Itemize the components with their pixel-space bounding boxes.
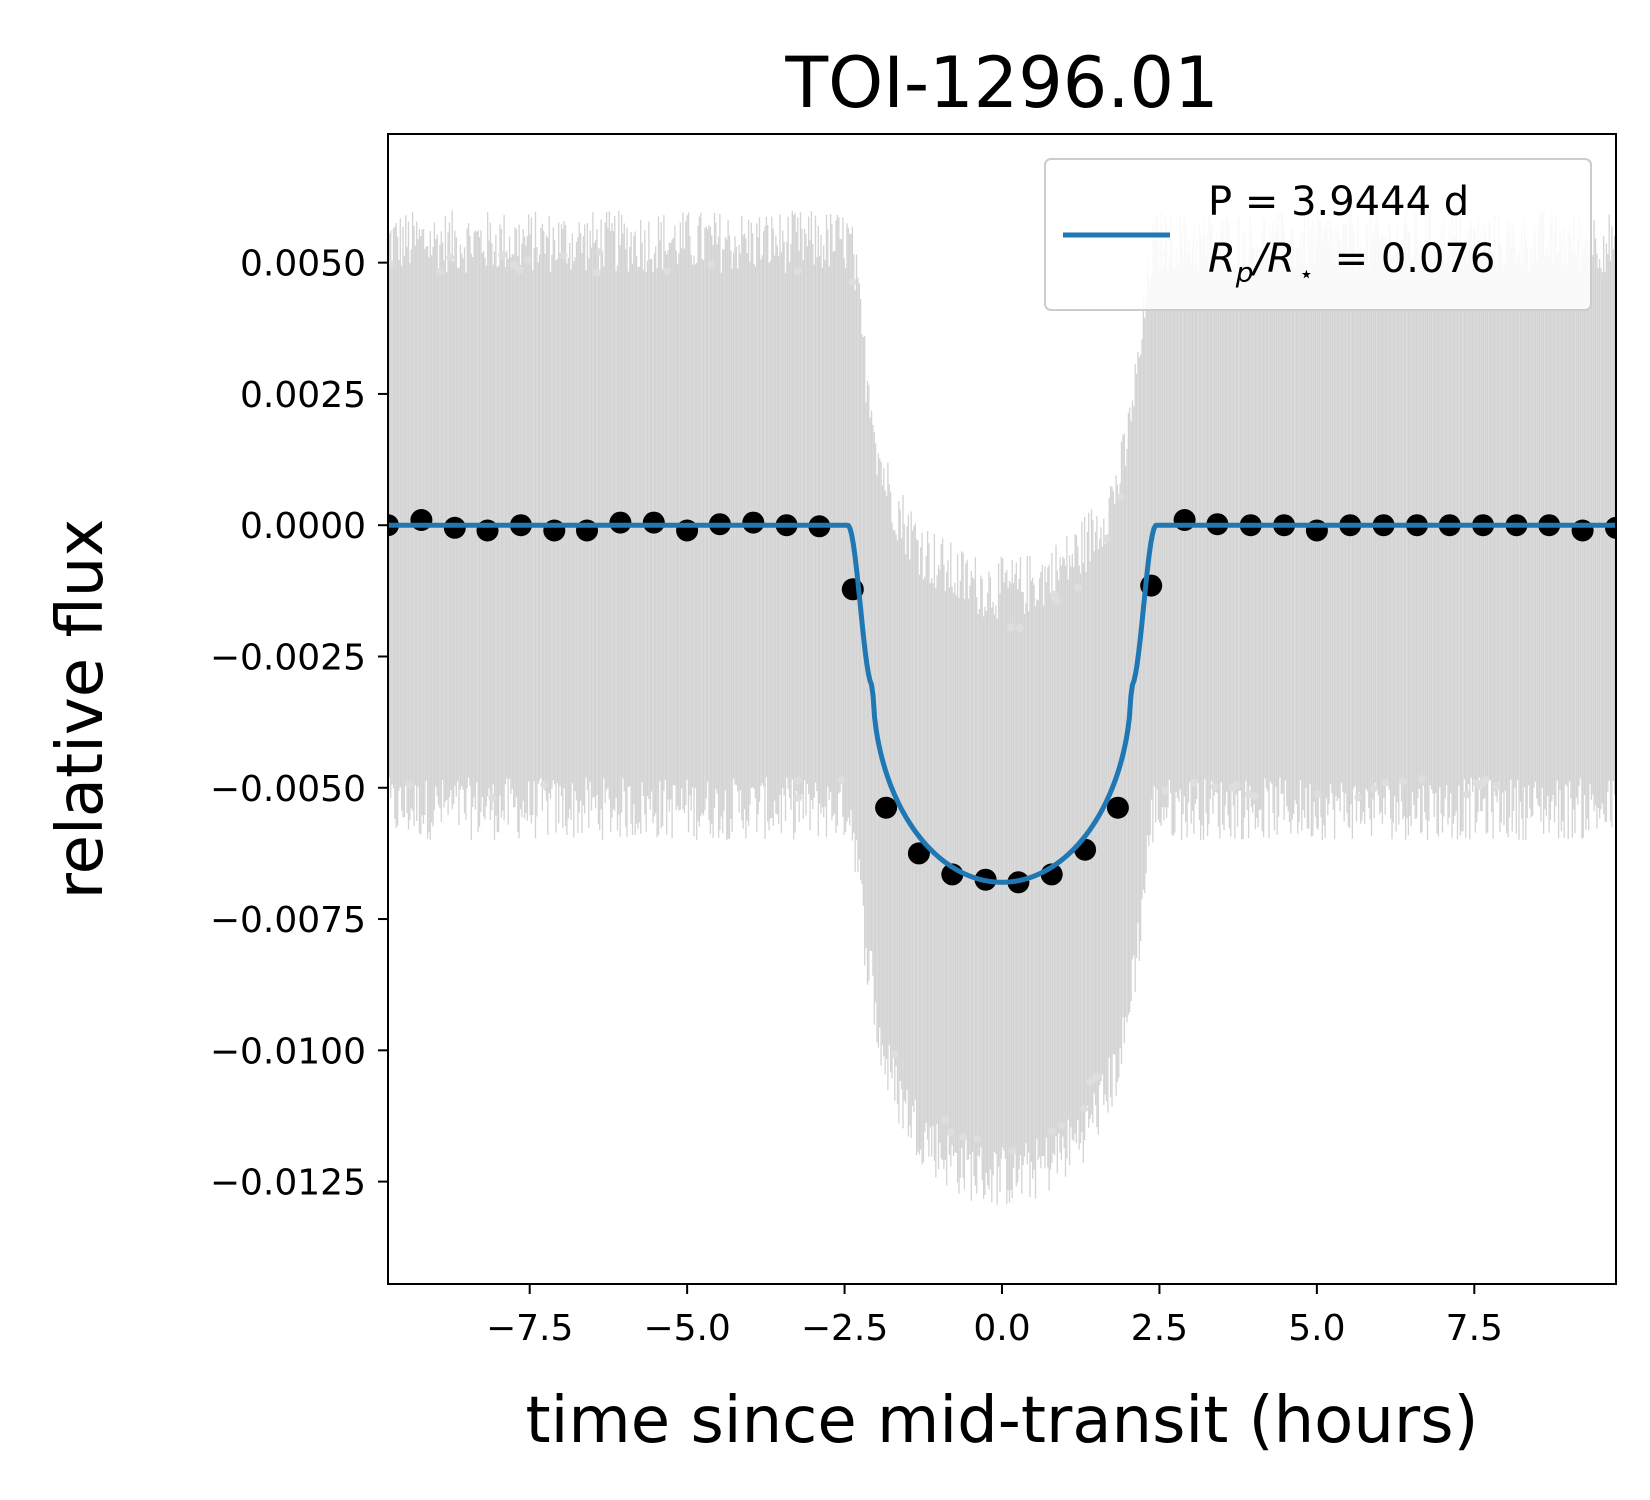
raw-flux-point (592, 268, 601, 277)
legend-period-label: P = 3.9444 d (1208, 179, 1469, 225)
raw-flux-point (1481, 775, 1490, 784)
raw-flux-point (446, 253, 455, 262)
raw-flux-point (1047, 1127, 1056, 1136)
raw-flux-point (405, 780, 414, 789)
raw-flux-point (663, 267, 672, 276)
raw-flux-point (794, 793, 803, 802)
raw-flux-point (1057, 1121, 1066, 1130)
raw-flux-points (388, 210, 1616, 1205)
raw-flux-point (793, 776, 802, 785)
transit-model-line (388, 522, 1616, 885)
x-tick-label: −5.0 (643, 1308, 730, 1349)
x-axis-label: time since mid-transit (hours) (526, 1384, 1479, 1458)
raw-flux-point (1074, 583, 1083, 592)
legend-p-subscript: p (1235, 256, 1254, 289)
raw-flux-point (1475, 782, 1484, 790)
raw-flux-point (707, 260, 716, 269)
plot-area (388, 210, 1616, 1205)
x-tick-label: −2.5 (801, 1308, 888, 1349)
raw-flux-point (1381, 778, 1390, 787)
legend-radius-ratio-label: Rp/R ⋆ = 0.076 (1208, 236, 1495, 289)
raw-flux-point (1086, 1077, 1095, 1086)
raw-flux-point (890, 1050, 899, 1059)
raw-flux-point (1244, 790, 1253, 799)
y-tick-label: −0.0050 (210, 769, 366, 810)
raw-flux-point (1117, 493, 1125, 501)
x-tick-label: 0.0 (973, 1308, 1030, 1349)
raw-flux-point (515, 265, 524, 274)
x-tick-label: 2.5 (1131, 1308, 1188, 1349)
y-tick-label: 0.0050 (240, 244, 366, 285)
legend-star-subscript: ⋆ (1299, 260, 1314, 288)
raw-flux-point (1015, 623, 1024, 632)
y-tick-label: −0.0075 (210, 900, 366, 941)
raw-flux-point (1492, 782, 1501, 791)
raw-flux-point (435, 267, 444, 276)
raw-flux-point (848, 278, 857, 287)
raw-flux-point (959, 1133, 967, 1142)
raw-flux-point (1398, 777, 1407, 786)
raw-flux-point (1210, 782, 1219, 791)
raw-flux-point (540, 780, 549, 789)
raw-flux-point (1052, 596, 1061, 605)
y-tick-label: −0.0025 (210, 637, 366, 678)
raw-flux-point (498, 251, 507, 260)
legend: P = 3.9444 d Rp/R ⋆ = 0.076 (1044, 158, 1592, 311)
binned-flux-point (1605, 516, 1616, 539)
x-axis-ticks: −7.5 −5.0 −2.5 0.0 2.5 5.0 7.5 (486, 1284, 1503, 1349)
raw-flux-point (1417, 775, 1426, 783)
legend-r-symbol-2: R (1267, 236, 1295, 282)
raw-flux-point (1008, 1147, 1017, 1155)
legend-r-symbol: R (1208, 236, 1236, 282)
raw-flux-point (388, 260, 395, 269)
raw-flux-point (595, 248, 604, 257)
raw-flux-point (1228, 783, 1237, 792)
binned-flux-point (642, 511, 665, 534)
raw-flux-point (1080, 1104, 1089, 1113)
raw-flux-point (1354, 793, 1363, 802)
y-tick-label: −0.0100 (210, 1031, 366, 1072)
raw-flux-point (559, 251, 568, 260)
binned-flux-point (742, 511, 765, 534)
raw-flux-point (1250, 791, 1259, 800)
raw-flux-point (941, 1116, 949, 1124)
y-tick-label: −0.0125 (210, 1163, 366, 1204)
raw-flux-point (1369, 784, 1378, 793)
legend-slash: / (1251, 236, 1272, 282)
x-tick-label: −7.5 (486, 1308, 573, 1349)
raw-flux-point (1161, 786, 1170, 795)
chart-title: TOI-1296.01 (784, 42, 1218, 124)
x-tick-label: 5.0 (1288, 1308, 1345, 1349)
binned-flux-point (609, 511, 632, 534)
raw-flux-point (1050, 590, 1059, 599)
x-tick-label: 7.5 (1446, 1308, 1503, 1349)
binned-flux-point (1106, 796, 1129, 819)
raw-flux-point (488, 794, 497, 802)
y-tick-label: 0.0025 (240, 375, 366, 416)
y-axis-ticks: 0.0050 0.0025 0.0000 −0.0025 −0.0050 −0.0075 −… (210, 244, 388, 1204)
binned-flux-point (907, 842, 930, 865)
y-axis-label: relative flux (44, 519, 118, 900)
binned-flux-point (443, 516, 466, 539)
binned-flux-point (875, 796, 898, 819)
y-tick-label: 0.0000 (240, 506, 366, 547)
legend-ratio-value: = 0.076 (1322, 236, 1495, 282)
raw-flux-point (973, 1135, 982, 1143)
raw-flux-point (1102, 534, 1111, 543)
raw-flux-point (837, 776, 846, 784)
raw-flux-point (523, 256, 532, 265)
raw-flux-point (1189, 779, 1198, 787)
raw-flux-point (1313, 790, 1322, 799)
raw-flux-point (509, 260, 518, 269)
raw-flux-point (1463, 790, 1472, 799)
raw-flux-point (1092, 1072, 1101, 1081)
raw-flux-point (1006, 623, 1015, 632)
legend-box (1044, 158, 1592, 311)
raw-flux-point (793, 267, 802, 276)
raw-flux-point (946, 1128, 955, 1137)
